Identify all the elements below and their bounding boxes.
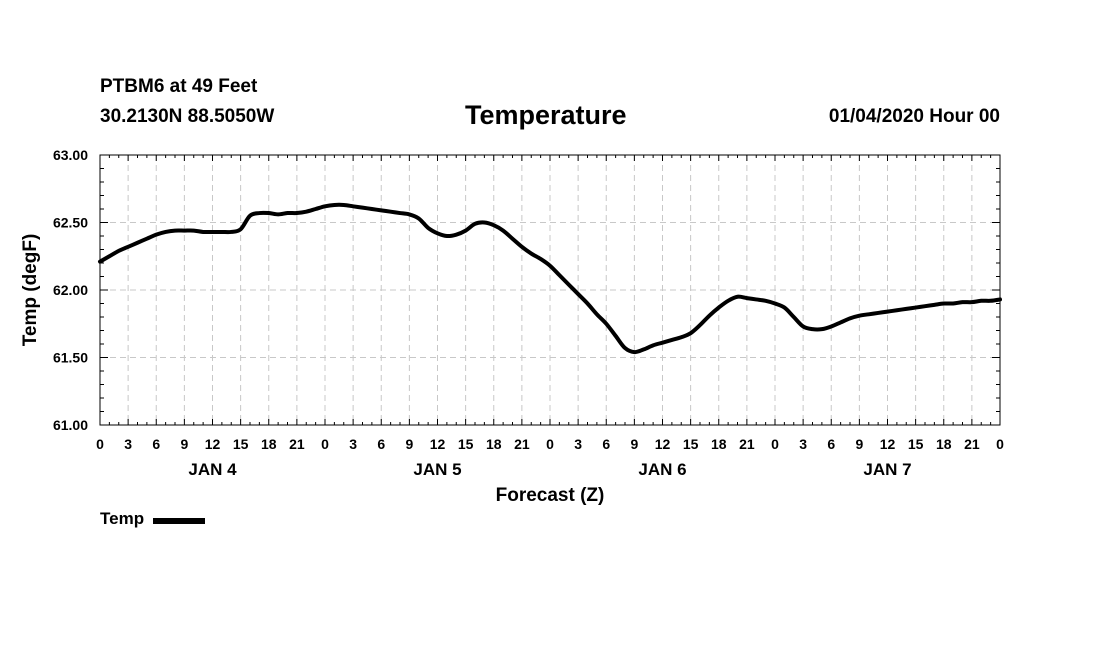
series-line-temp <box>98 202 1002 355</box>
legend: Temp <box>100 509 206 529</box>
x-tick-label: 6 <box>152 436 160 452</box>
x-tick-label: 9 <box>180 436 188 452</box>
x-tick-label: 6 <box>602 436 610 452</box>
x-tick-label: 18 <box>936 436 952 452</box>
axis-ticks <box>99 154 1001 426</box>
x-tick-label: 9 <box>405 436 413 452</box>
series-layer <box>98 202 1002 355</box>
x-tick-label: 21 <box>289 436 305 452</box>
x-tick-label: 0 <box>546 436 554 452</box>
x-tick-label: 0 <box>771 436 779 452</box>
x-tick-label: 3 <box>799 436 807 452</box>
x-tick-label: 0 <box>321 436 329 452</box>
x-tick-label: 18 <box>711 436 727 452</box>
x-tick-label: 3 <box>574 436 582 452</box>
y-tick-label: 62.00 <box>53 282 88 298</box>
x-tick-label: 3 <box>124 436 132 452</box>
grid-lines <box>100 155 1000 425</box>
y-axis-title: Temp (degF) <box>20 234 41 347</box>
x-tick-label: 12 <box>430 436 446 452</box>
x-tick-label: 18 <box>261 436 277 452</box>
y-tick-label: 61.50 <box>53 350 88 366</box>
day-label: JAN 7 <box>863 460 911 479</box>
x-tick-label: 6 <box>827 436 835 452</box>
coordinates-label: 30.2130N 88.5050W <box>100 106 275 127</box>
x-tick-label: 21 <box>739 436 755 452</box>
axis-labels: 0 3 6 9 12 15 18 21 0 3 6 9 12 15 18 21 0 3 6 9 12 15 18 21 0 3 6 9… <box>20 147 1004 506</box>
forecast-datetime: 01/04/2020 Hour 00 <box>828 106 1000 127</box>
x-tick-label: 18 <box>486 436 502 452</box>
x-tick-label: 12 <box>205 436 221 452</box>
x-tick-label: 9 <box>855 436 863 452</box>
x-tick-label: 21 <box>514 436 530 452</box>
y-tick-label: 63.00 <box>53 147 88 163</box>
x-tick-label: 21 <box>964 436 980 452</box>
x-tick-label: 6 <box>377 436 385 452</box>
chart-title: Temperature <box>465 100 627 130</box>
day-label: JAN 5 <box>413 460 461 479</box>
x-tick-label: 0 <box>96 436 104 452</box>
x-tick-label: 12 <box>655 436 671 452</box>
x-tick-label: 0 <box>996 436 1004 452</box>
x-tick-label: 9 <box>630 436 638 452</box>
y-tick-label: 61.00 <box>53 417 88 433</box>
x-tick-label: 12 <box>880 436 896 452</box>
x-tick-label: 15 <box>908 436 924 452</box>
x-axis-title: Forecast (Z) <box>496 485 605 506</box>
y-tick-label: 62.50 <box>53 215 88 231</box>
x-tick-label: 15 <box>458 436 474 452</box>
legend-swatch-temp <box>153 517 206 524</box>
x-tick-label: 15 <box>683 436 699 452</box>
day-label: JAN 4 <box>188 460 237 479</box>
day-label: JAN 6 <box>638 460 686 479</box>
legend-label: Temp <box>100 509 145 528</box>
x-tick-label: 3 <box>349 436 357 452</box>
station-label: PTBM6 at 49 Feet <box>100 76 258 97</box>
x-tick-label: 15 <box>233 436 249 452</box>
